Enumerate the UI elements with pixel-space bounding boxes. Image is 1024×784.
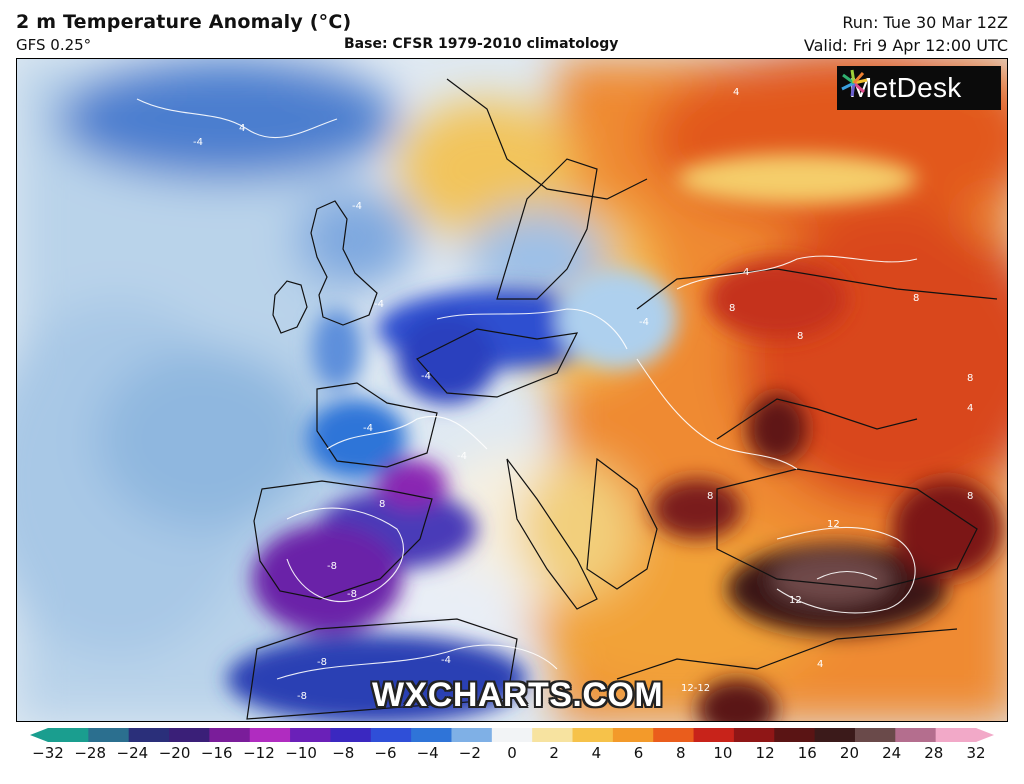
contour-label: -8 [347, 589, 357, 600]
colorbar-tick-label: −4 [416, 744, 439, 762]
colorbar [30, 728, 994, 742]
colorbar-segment [693, 728, 735, 742]
colorbar-segment [88, 728, 130, 742]
colorbar-tick-label: 6 [633, 744, 644, 762]
contour-label: -4 [639, 317, 649, 328]
contour-label: 8 [967, 491, 973, 502]
colorbar-tick-label: −10 [285, 744, 317, 762]
colorbar-segment [48, 728, 89, 742]
colorbar-tick-label: −16 [200, 744, 233, 762]
colorbar-tick-label: 0 [507, 744, 517, 762]
contour-label: 4 [733, 87, 739, 98]
colorbar-segment [451, 728, 493, 742]
colorbar-segment [330, 728, 372, 742]
temperature-anomaly-map: -4 4 -4 -4 -4 -4 -4 -4 8 -8 -8 -8 -4 -8 … [16, 58, 1008, 722]
colorbar-tick-label: −12 [243, 744, 275, 762]
contour-label: -4 [457, 451, 467, 462]
contour-label: -4 [352, 201, 362, 212]
colorbar-tick-label: −6 [374, 744, 397, 762]
colorbar-segment [370, 728, 412, 742]
colorbar-segment [854, 728, 896, 742]
metdesk-logo: MetDesk [837, 66, 1001, 110]
contour-label: 8 [797, 331, 803, 342]
model-label: GFS 0.25° [16, 36, 92, 54]
contour-label: -4 [193, 137, 203, 148]
colorbar-segment [814, 728, 856, 742]
colorbar-segment [774, 728, 816, 742]
contour-label: -8 [317, 657, 327, 668]
colorbar-segment [532, 728, 574, 742]
colorbar-segment [169, 728, 210, 742]
colorbar-segment [128, 728, 170, 742]
colorbar-tick-label: 16 [797, 744, 817, 762]
contour-label: 8 [379, 499, 385, 510]
colorbar-segment [653, 728, 695, 742]
colorbar-tick-label: 12 [755, 744, 775, 762]
contour-label: -4 [441, 655, 451, 666]
colorbar-segment [733, 728, 775, 742]
colorbar-tick-label: 24 [882, 744, 902, 762]
contour-label: 8 [913, 293, 919, 304]
colorbar-tick-label: 4 [591, 744, 602, 762]
colorbar-tick-label: 32 [966, 744, 986, 762]
colorbar-tick-label: 10 [713, 744, 733, 762]
isolines [136, 98, 918, 680]
colorbar-segment [209, 728, 251, 742]
contour-label: -4 [421, 371, 431, 382]
chart-title: 2 m Temperature Anomaly (°C) [16, 11, 352, 33]
colorbar-tick-label: 20 [839, 744, 859, 762]
metdesk-swirl-icon [841, 69, 868, 97]
contour-label: 12-12 [681, 683, 710, 694]
valid-time-label: Valid: Fri 9 Apr 12:00 UTC [803, 36, 1008, 55]
colorbar-segment [895, 728, 937, 742]
contour-label: 8 [729, 303, 735, 314]
contour-label: 8 [707, 491, 713, 502]
colorbar-tick-label: −32 [32, 744, 64, 762]
base-climatology-label: Base: CFSR 1979-2010 climatology [344, 36, 619, 52]
colorbar-segment [290, 728, 331, 742]
colorbar-segment [249, 728, 291, 742]
colorbar-tick-label: −24 [116, 744, 149, 762]
colorbar-segment [411, 728, 452, 742]
colorbar-tick-label: 8 [675, 744, 686, 762]
colorbar-tick-label: −20 [158, 744, 191, 762]
contour-label: -4 [363, 423, 373, 434]
colorbar-ticks: −32 −28 −24 −20 −16 −12 −10 −8 −6 −4 −2 0 2 4 6 8 10 12 16… [0, 744, 1024, 768]
contour-label: 8 [967, 373, 973, 384]
contour-label: -8 [327, 561, 337, 572]
run-time-label: Run: Tue 30 Mar 12Z [842, 13, 1008, 32]
metdesk-logo-text: MetDesk [849, 72, 962, 103]
colorbar-tick-label: 28 [924, 744, 944, 762]
colorbar-tick-label: 2 [549, 744, 559, 762]
map-canvas: -4 4 -4 -4 -4 -4 -4 -4 8 -8 -8 -8 -4 -8 … [17, 59, 1007, 721]
contour-label: 4 [239, 123, 245, 134]
colorbar-segment [491, 728, 533, 742]
anomaly-detail [227, 154, 1002, 721]
colorbar-tick-label: −8 [332, 744, 355, 762]
contour-label: 4 [743, 267, 749, 278]
contour-label: 12 [827, 519, 840, 530]
coastlines [246, 78, 998, 720]
colorbar-tick-label: −2 [458, 744, 481, 762]
contour-label: -8 [297, 691, 307, 702]
wxcharts-watermark: WXCHARTS.COM [372, 676, 664, 714]
colorbar-arrow-left [30, 728, 48, 742]
contour-label: 12 [789, 595, 802, 606]
contour-label: 4 [967, 403, 973, 414]
colorbar-tick-label: −28 [74, 744, 106, 762]
colorbar-segment [572, 728, 614, 742]
colorbar-segment [612, 728, 654, 742]
contour-labels: -4 4 -4 -4 -4 -4 -4 -4 8 -8 -8 -8 -4 -8 … [193, 87, 973, 702]
contour-label: -4 [374, 299, 384, 310]
colorbar-segment [935, 728, 977, 742]
colorbar-arrow-right [976, 728, 994, 742]
contour-label: 4 [817, 659, 823, 670]
